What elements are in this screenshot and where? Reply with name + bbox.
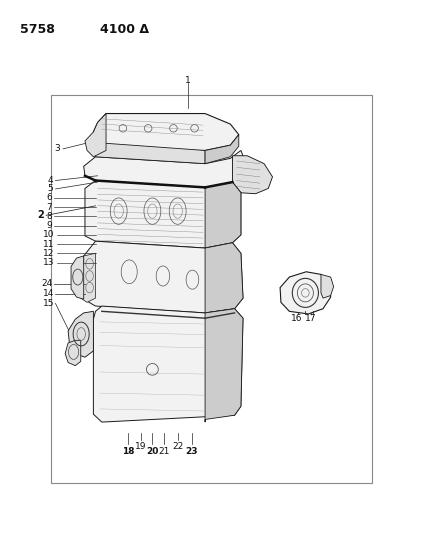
Text: 7: 7 xyxy=(46,203,52,212)
Polygon shape xyxy=(279,272,330,314)
Text: 4: 4 xyxy=(47,176,53,185)
Polygon shape xyxy=(65,341,81,366)
Text: 24: 24 xyxy=(41,279,52,288)
Polygon shape xyxy=(85,114,106,157)
Text: 14: 14 xyxy=(43,289,55,298)
Text: 3: 3 xyxy=(54,144,60,154)
Text: 5758: 5758 xyxy=(20,23,55,36)
Polygon shape xyxy=(83,150,245,188)
Text: 16: 16 xyxy=(291,314,302,322)
Polygon shape xyxy=(204,243,242,313)
Polygon shape xyxy=(93,306,242,422)
Polygon shape xyxy=(204,309,242,422)
Polygon shape xyxy=(320,274,333,298)
Text: 22: 22 xyxy=(172,442,183,451)
Polygon shape xyxy=(204,135,238,164)
Text: 13: 13 xyxy=(43,259,55,268)
Text: 5: 5 xyxy=(47,184,53,193)
Polygon shape xyxy=(204,182,240,248)
Text: 1: 1 xyxy=(185,76,191,85)
Polygon shape xyxy=(232,156,272,193)
Text: 23: 23 xyxy=(185,447,197,456)
Text: 2: 2 xyxy=(37,211,44,220)
Text: 18: 18 xyxy=(122,447,134,456)
Text: 6: 6 xyxy=(46,193,52,203)
Polygon shape xyxy=(68,311,93,357)
Polygon shape xyxy=(83,241,242,313)
Text: 20: 20 xyxy=(146,447,158,456)
Polygon shape xyxy=(93,114,238,150)
Text: 21: 21 xyxy=(158,447,169,456)
Text: 8: 8 xyxy=(46,212,52,221)
Polygon shape xyxy=(79,253,95,302)
Text: 17: 17 xyxy=(304,314,315,322)
Text: 9: 9 xyxy=(46,221,52,230)
Text: 11: 11 xyxy=(43,240,55,249)
Text: 12: 12 xyxy=(43,249,55,258)
Polygon shape xyxy=(71,256,83,299)
Bar xyxy=(51,95,371,483)
Text: 19: 19 xyxy=(135,442,147,451)
Polygon shape xyxy=(95,142,204,164)
Polygon shape xyxy=(85,181,240,248)
Text: 4100 Δ: 4100 Δ xyxy=(100,23,148,36)
Text: 10: 10 xyxy=(43,230,55,239)
Text: 15: 15 xyxy=(43,299,55,308)
